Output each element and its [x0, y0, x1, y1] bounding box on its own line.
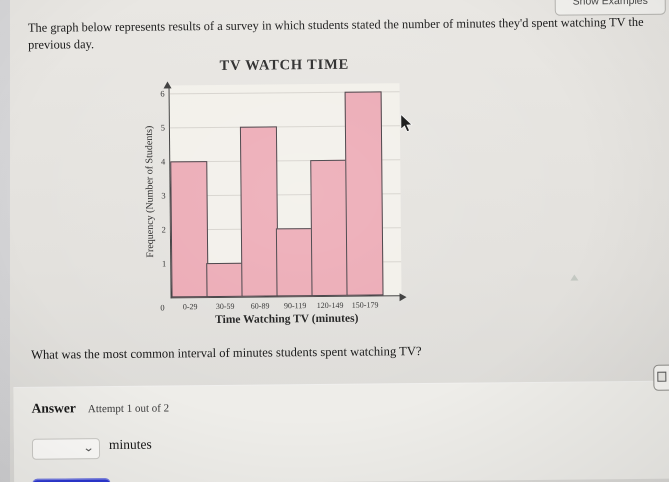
y-tick-label: 4: [160, 156, 166, 167]
histogram-chart: TV WATCH TIME Frequency (Number of Stude…: [143, 56, 456, 339]
answer-panel: [13, 381, 669, 482]
y-tick-label: 2: [161, 224, 166, 235]
submit-button-partial[interactable]: [32, 478, 111, 482]
chart-title: TV WATCH TIME: [219, 56, 350, 74]
attempt-counter: Attempt 1 out of 2: [87, 402, 170, 416]
side-tool-icon[interactable]: [653, 364, 669, 391]
x-axis-label: Time Watching TV (minutes): [215, 312, 359, 327]
answer-interval-dropdown[interactable]: ⌄: [31, 438, 101, 460]
x-tick-label: 150-179: [351, 300, 379, 310]
histogram-bar: [170, 161, 209, 298]
y-tick-label: 3: [161, 190, 166, 201]
left-edge-panel: [0, 0, 10, 482]
screen-smudge: [570, 270, 579, 281]
mouse-arrow-cursor: [400, 114, 413, 133]
histogram-bar: [206, 262, 244, 298]
y-tick-label: 1: [161, 258, 167, 269]
chevron-down-icon: ⌄: [82, 442, 95, 455]
answer-unit-label: minutes: [108, 436, 152, 453]
plot-area: 1 2 3 4 5 6 0 0-29 30-59 60-89 90-119 120-149 150-17…: [160, 83, 402, 313]
y-tick-label: 5: [160, 122, 165, 133]
y-tick-label: 6: [160, 88, 165, 99]
problem-text: The graph below represents results of a …: [27, 14, 644, 52]
origin-tick-label: 0: [160, 302, 165, 313]
histogram-bar: [275, 228, 314, 297]
histogram-bar: [310, 159, 349, 297]
question-text: What was the most common interval of min…: [31, 344, 422, 362]
histogram-bar: [344, 91, 384, 296]
show-examples-label: Show Examples: [572, 0, 648, 8]
histogram-bar: [239, 126, 279, 297]
answer-label: Answer: [31, 400, 76, 416]
